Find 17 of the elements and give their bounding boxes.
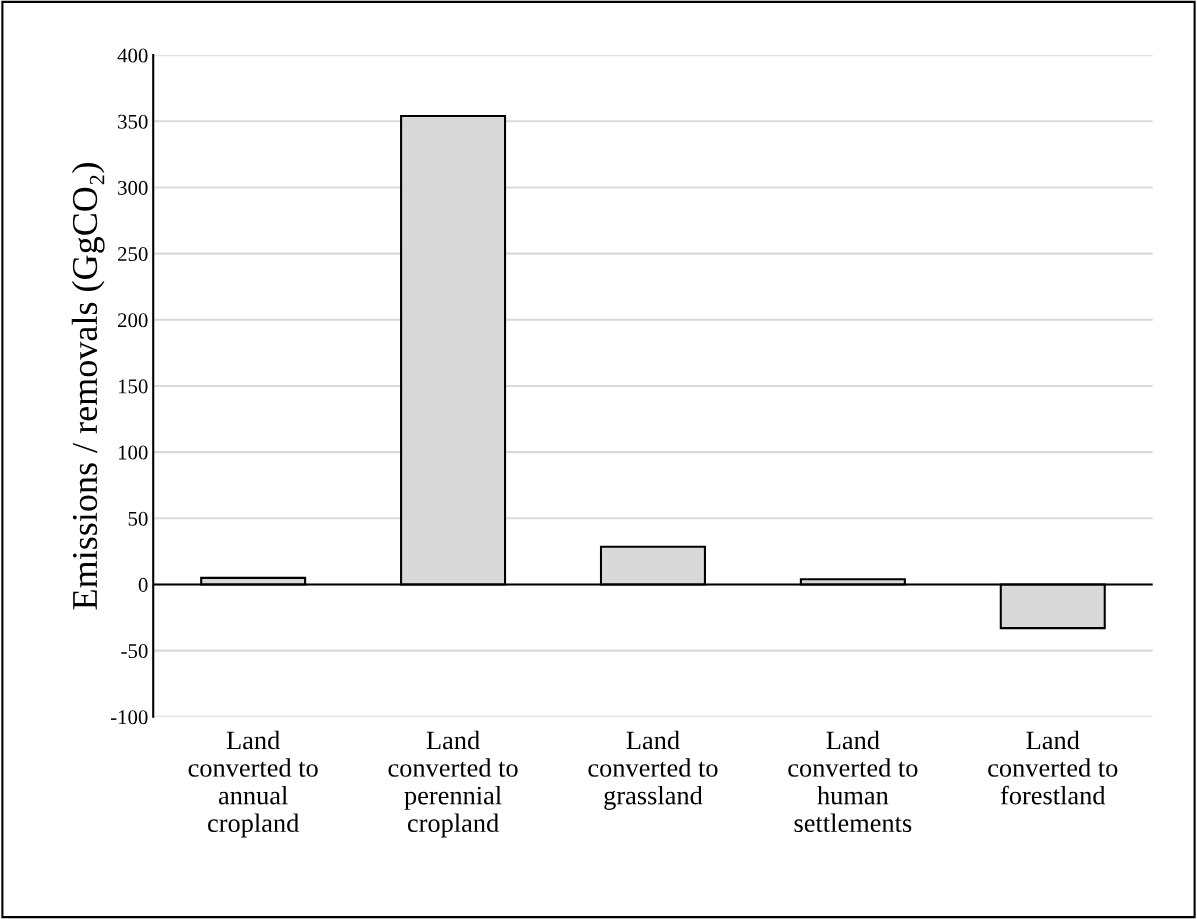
x-tick-label: Land converted to grassland xyxy=(588,730,718,810)
y-tick-label: -100 xyxy=(110,710,148,725)
x-tick-label: Land converted to perennial cropland xyxy=(388,730,518,838)
x-tick-label: Land converted to human settlements xyxy=(788,730,918,833)
y-tick-label: 200 xyxy=(118,313,148,328)
y-tick-label: 400 xyxy=(117,48,148,63)
y-tick-label: 0 xyxy=(138,577,148,592)
y-tick-label: 300 xyxy=(118,180,148,195)
y-tick-label: -50 xyxy=(121,644,148,659)
y-axis-title: Emissions / removals (GgCO₂) xyxy=(71,163,105,610)
y-tick-label: 50 xyxy=(128,511,148,526)
x-tick-label: Land converted to forestland xyxy=(988,730,1118,805)
y-tick-label: 150 xyxy=(118,379,148,394)
y-tick-label: 250 xyxy=(118,247,148,262)
x-tick-label: Land converted to annual cropland xyxy=(188,730,318,838)
y-tick-label: 100 xyxy=(118,445,148,460)
y-tick-label: 350 xyxy=(118,114,148,129)
